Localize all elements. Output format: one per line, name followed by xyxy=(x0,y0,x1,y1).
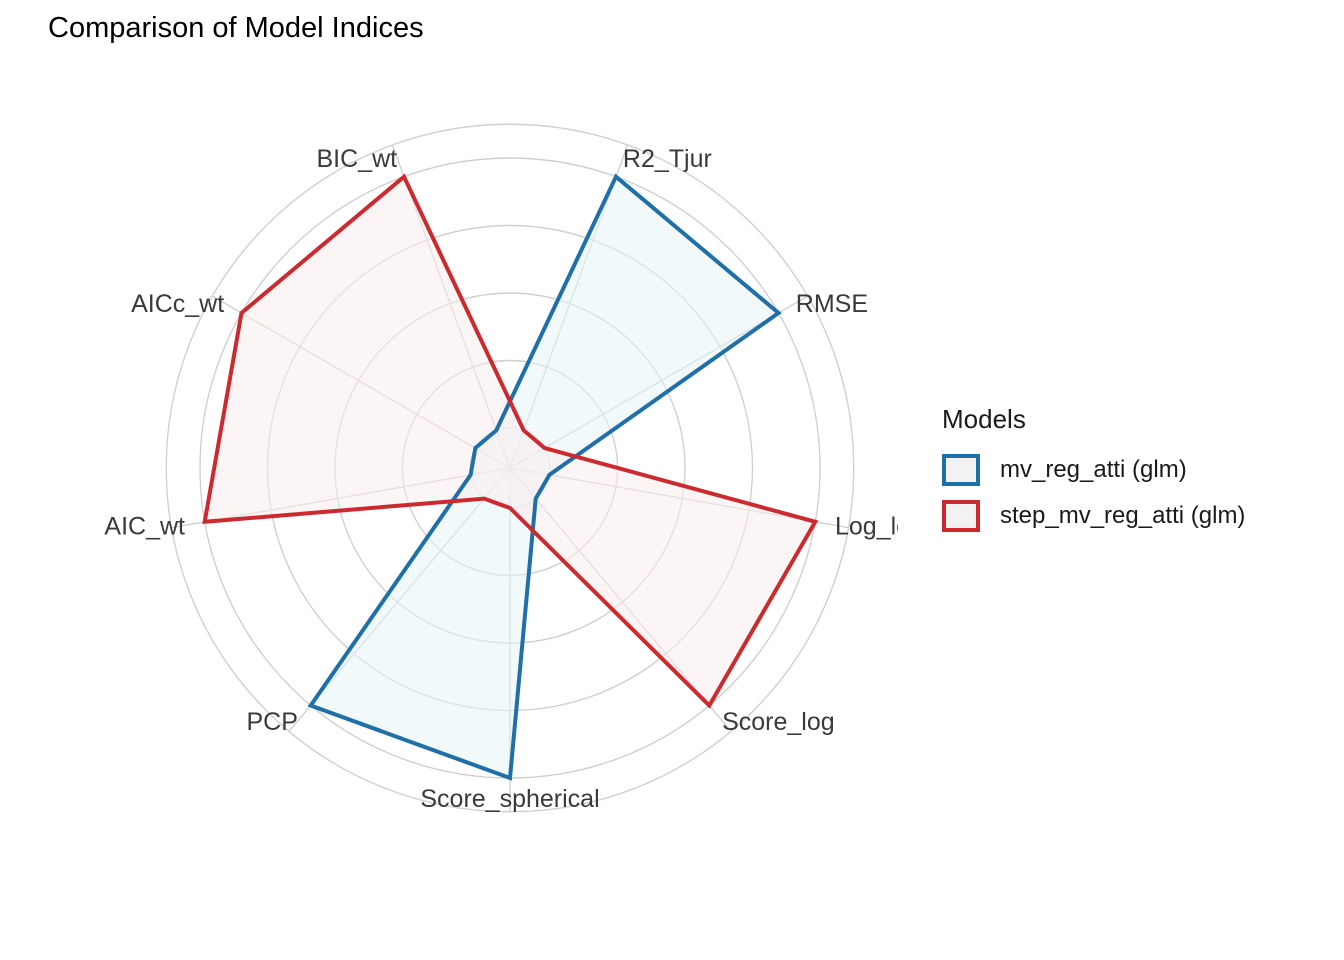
legend-item-step-mv-reg-atti: step_mv_reg_atti (glm) xyxy=(942,493,1245,539)
axis-label-pcp: PCP xyxy=(246,708,297,736)
series-lines xyxy=(202,173,819,781)
legend-key-step-mv-reg-atti xyxy=(942,500,980,532)
axis-label-rmse: RMSE xyxy=(796,290,868,318)
axis-labels: R2_Tjur RMSE Log_loss Score_log Score_spheri… xyxy=(104,145,900,813)
legend-title: Models xyxy=(942,404,1026,434)
legend-key-mv-reg-atti xyxy=(942,454,980,486)
legend-label-mv-reg-atti: mv_reg_atti (glm) xyxy=(1000,456,1187,483)
series-line-2 xyxy=(202,173,819,709)
chart-title: Comparison of Model Indices xyxy=(48,12,424,44)
axis-label-aic-wt: AIC_wt xyxy=(104,512,185,540)
legend-item-mv-reg-atti: mv_reg_atti (glm) xyxy=(942,447,1245,493)
axis-label-score-log: Score_log xyxy=(722,708,835,736)
axis-label-log-loss: Log_loss xyxy=(835,512,900,540)
axis-label-aicc-wt: AICc_wt xyxy=(131,290,224,318)
legend-label-step-mv-reg-atti: step_mv_reg_atti (glm) xyxy=(1000,502,1246,529)
radar-chart: R2_Tjur RMSE Log_loss Score_log Score_spheri… xyxy=(104,123,900,813)
series-line-1 xyxy=(307,173,782,781)
legend: Models mv_reg_atti (glm) step_mv_reg_att… xyxy=(942,404,1245,539)
axis-label-bic-wt: BIC_wt xyxy=(317,145,398,173)
series-fill-2 xyxy=(204,176,816,706)
series-fills xyxy=(204,176,816,778)
axis-label-score-spherical: Score_spherical xyxy=(420,785,599,813)
axis-label-r2-tjur: R2_Tjur xyxy=(623,145,712,173)
